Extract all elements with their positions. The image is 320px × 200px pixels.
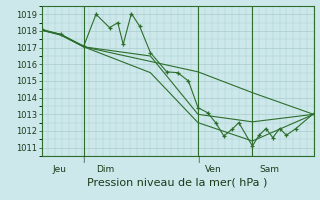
X-axis label: Pression niveau de la mer( hPa ): Pression niveau de la mer( hPa ) — [87, 177, 268, 187]
Text: |: | — [83, 156, 85, 163]
Text: Sam: Sam — [259, 165, 279, 174]
Text: Jeu: Jeu — [52, 165, 67, 174]
Text: Dim: Dim — [96, 165, 114, 174]
Text: Ven: Ven — [205, 165, 221, 174]
Text: |: | — [197, 156, 199, 163]
